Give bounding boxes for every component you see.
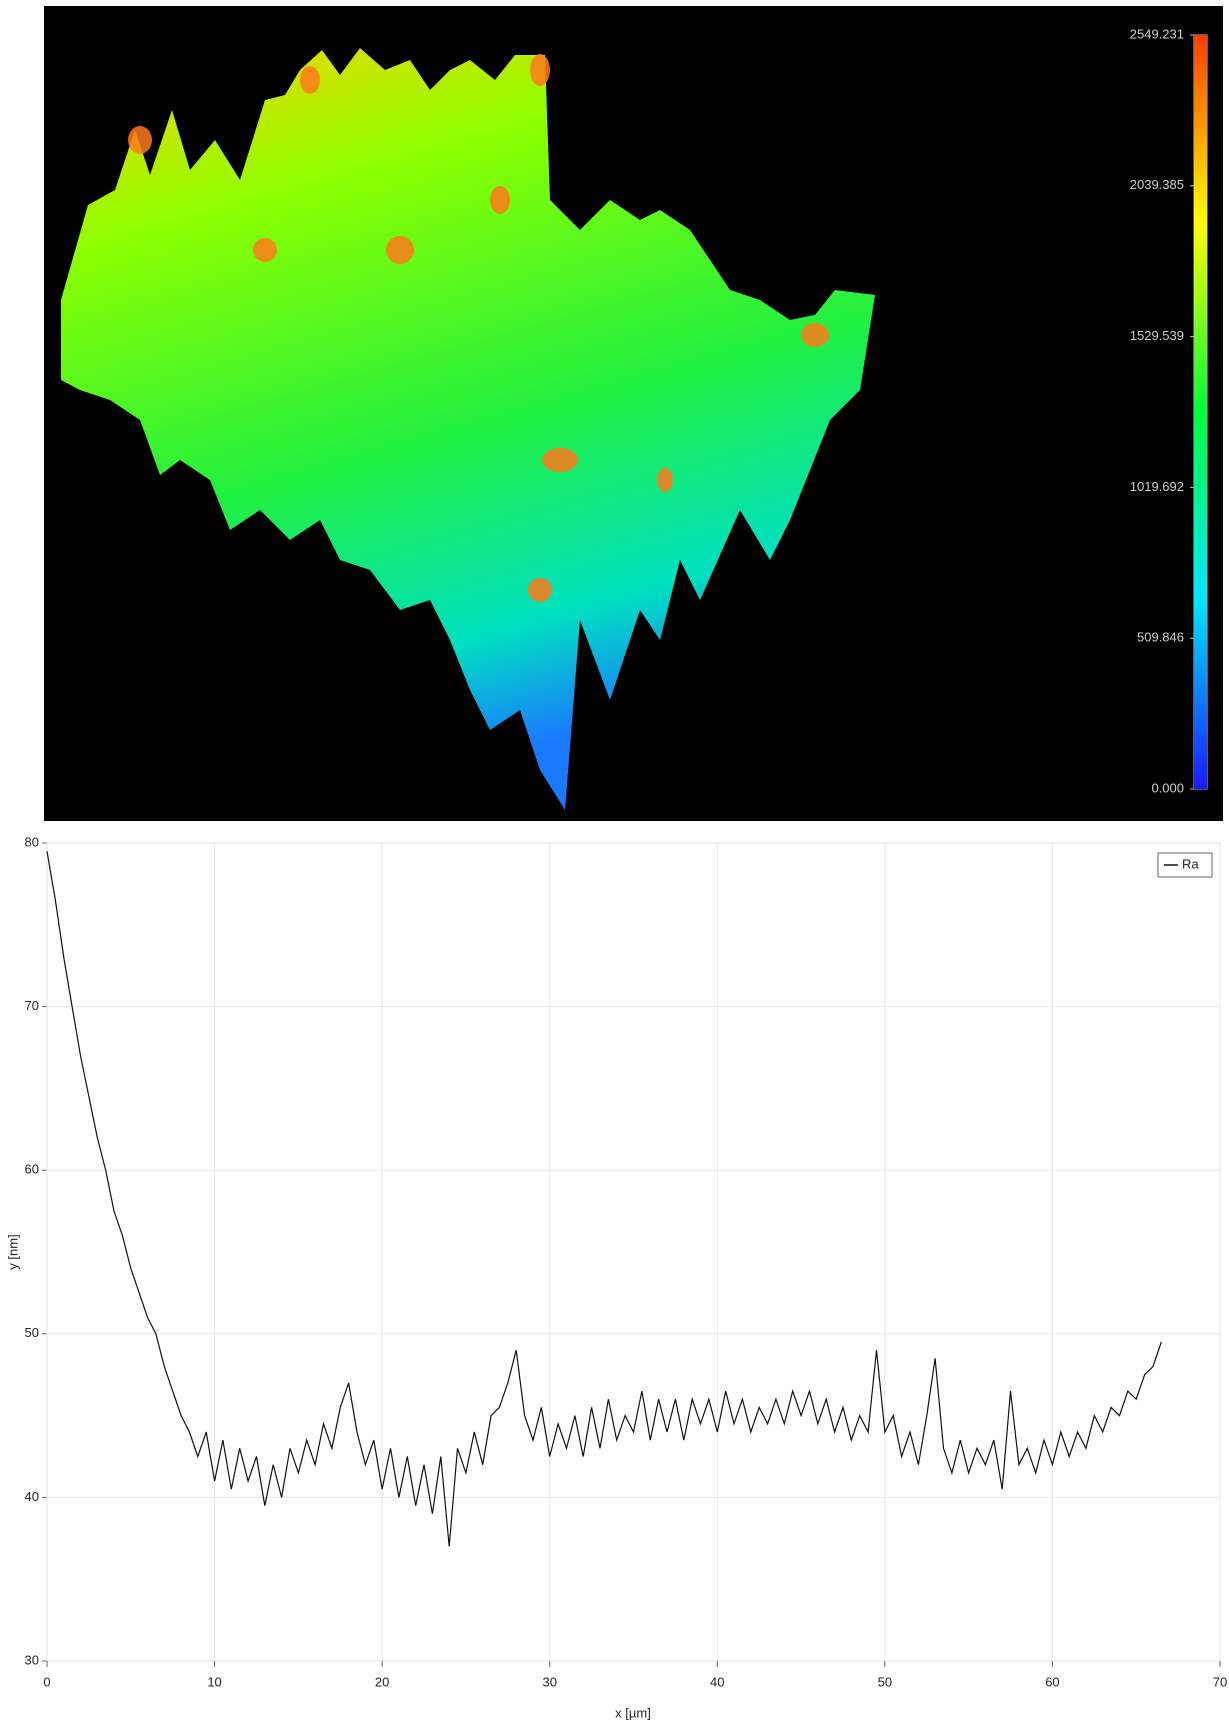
x-tick-label: 10 <box>207 1674 221 1689</box>
x-tick-label: 70 <box>1213 1674 1227 1689</box>
x-tick-label: 40 <box>710 1674 724 1689</box>
y-tick-label: 60 <box>25 1162 39 1177</box>
x-tick-label: 20 <box>375 1674 389 1689</box>
y-axis-label: y [nm] <box>5 1234 20 1269</box>
colorbar-tick-label: 2549.231 <box>1130 26 1184 41</box>
x-tick-label: 30 <box>542 1674 556 1689</box>
y-tick-label: 70 <box>25 998 39 1013</box>
colorbar-tick-label: 0.000 <box>1151 780 1184 795</box>
y-tick-label: 30 <box>25 1652 39 1667</box>
x-tick-label: 50 <box>878 1674 892 1689</box>
colorbar-fill <box>1194 35 1207 789</box>
colorbar-tick-label: 1529.539 <box>1130 328 1184 343</box>
line-chart: x [µm] y [nm] <box>5 842 1221 1720</box>
colorbar-tick-label: 2039.385 <box>1130 177 1184 192</box>
y-tick-label: 40 <box>25 1489 39 1504</box>
surface-panel <box>44 6 1223 821</box>
data-line <box>46 851 1162 1547</box>
plot-frame <box>46 842 1221 1662</box>
x-axis-label: x [µm] <box>615 1705 651 1720</box>
x-tick-label: 0 <box>43 1674 50 1689</box>
legend-label: Ra <box>1182 856 1199 871</box>
surface-peaks <box>128 54 829 602</box>
colorbar-tick-label: 1019.692 <box>1130 479 1184 494</box>
y-tick-label: 50 <box>25 1325 39 1340</box>
colorbar-tick-label: 509.846 <box>1137 630 1184 645</box>
x-tick-label: 60 <box>1045 1674 1059 1689</box>
y-tick-label: 80 <box>25 834 39 849</box>
